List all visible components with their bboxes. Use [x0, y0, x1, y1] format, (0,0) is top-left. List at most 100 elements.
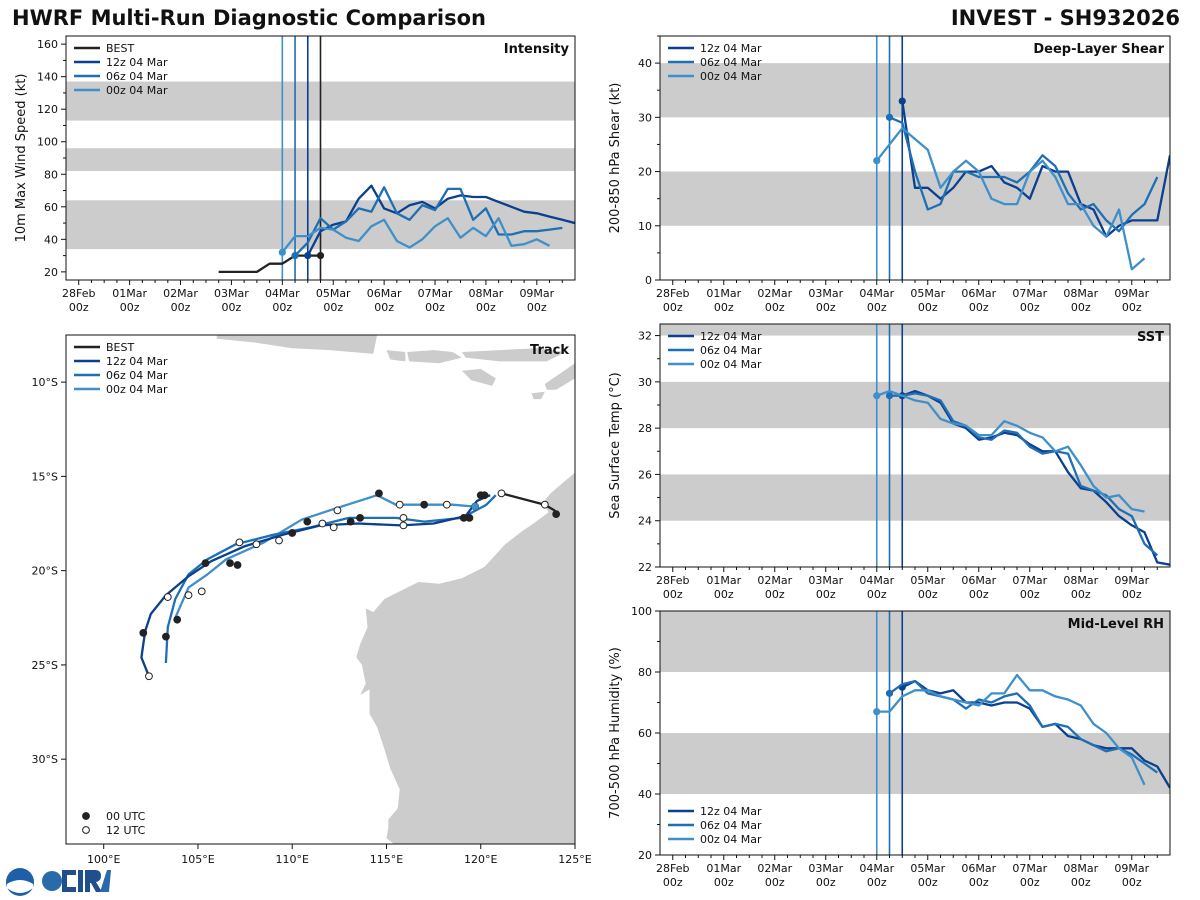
- lon-tick-label: 115°E: [370, 853, 403, 866]
- marker-legend-open: [82, 826, 90, 834]
- y-axis-label: 700-500 hPa Humidity (%): [608, 647, 623, 819]
- panel-track: 100°E 105°E 110°E 115°E 120°E 125°E 10°S 15°S 20…: [32, 334, 592, 866]
- x-tick-date: 09Mar: [1114, 574, 1149, 587]
- track-marker-best: [497, 489, 506, 498]
- track-marker-run06: [399, 513, 408, 522]
- series-line-run00: [876, 673, 1146, 786]
- threshold-band: [660, 63, 1170, 118]
- x-tick-date: 07Mar: [1012, 287, 1047, 300]
- series-line-run12: [901, 389, 1170, 566]
- x-tick-hour: 00z: [374, 301, 394, 314]
- series-end-marker-best: [316, 252, 325, 260]
- track-marker-run00: [395, 500, 404, 509]
- x-tick-hour: 00z: [222, 301, 242, 314]
- track-marker-run12: [201, 559, 210, 568]
- track-marker-run00: [235, 538, 244, 547]
- track-marker-run12: [288, 529, 297, 537]
- x-tick-date: 07Mar: [1012, 574, 1047, 587]
- x-tick-date: 07Mar: [418, 287, 453, 300]
- threshold-band: [660, 474, 1170, 521]
- legend-label-run12: 12z 04 Mar: [106, 355, 168, 368]
- legend-label-run00: 00z 04 Mar: [106, 383, 168, 396]
- x-tick-date: 05Mar: [910, 862, 945, 875]
- track-marker-run06: [476, 491, 485, 500]
- panel-intensity: 2040608010012014016028Feb00z01Mar00z02Ma…: [14, 35, 576, 314]
- plot-area: [660, 36, 1170, 280]
- x-tick-date: 03Mar: [808, 862, 843, 875]
- legend-label-run12: 12z 04 Mar: [700, 42, 762, 55]
- track-line-run12: [140, 494, 491, 677]
- marker-legend-filled: [82, 812, 90, 820]
- landmass-australia: [356, 472, 575, 844]
- series-line-run12: [306, 184, 575, 257]
- track-marker-run00: [173, 615, 182, 624]
- panel-title: Intensity: [504, 42, 570, 57]
- lon-tick-label: 100°E: [87, 853, 120, 866]
- lon-tick-label: 105°E: [181, 853, 214, 866]
- x-tick-date: 06Mar: [961, 862, 996, 875]
- track-marker-run00: [420, 500, 429, 509]
- x-tick-date: 08Mar: [1063, 287, 1098, 300]
- x-tick-date: 03Mar: [214, 287, 249, 300]
- track-marker-run12: [346, 517, 355, 526]
- track-marker-run00: [318, 519, 327, 528]
- x-tick-hour: 00z: [918, 588, 938, 601]
- x-tick-hour: 00z: [765, 588, 785, 601]
- plot-area: [660, 324, 1170, 567]
- x-tick-date: 04Mar: [859, 862, 894, 875]
- x-tick-date: 04Mar: [265, 287, 300, 300]
- x-tick-hour: 00z: [663, 876, 683, 889]
- landmass-island: [544, 363, 575, 390]
- y-tick-label: 24: [638, 515, 652, 528]
- x-tick-date: 08Mar: [469, 287, 504, 300]
- y-tick-label: 120: [37, 103, 58, 116]
- y-tick-label: 80: [44, 168, 58, 181]
- x-tick-date: 06Mar: [961, 287, 996, 300]
- x-tick-date: 07Mar: [1012, 862, 1047, 875]
- track-marker-run12: [163, 593, 172, 601]
- y-axis-label: 10m Max Wind Speed (kt): [14, 74, 29, 243]
- legend-label-run00: 00z 04 Mar: [700, 358, 762, 371]
- track-marker-run06: [162, 632, 170, 641]
- y-axis-label: Sea Surface Temp (°C): [608, 372, 623, 519]
- y-tick-label: 40: [638, 57, 652, 70]
- x-tick-date: 02Mar: [757, 862, 792, 875]
- y-tick-label: 30: [638, 376, 652, 389]
- x-tick-hour: 00z: [1020, 301, 1040, 314]
- x-tick-date: 05Mar: [910, 574, 945, 587]
- lat-tick-label: 25°S: [32, 659, 58, 672]
- x-tick-hour: 00z: [1071, 588, 1091, 601]
- track-marker-run06: [459, 513, 468, 522]
- legend-label-run06: 06z 04 Mar: [700, 819, 762, 832]
- marker-legend-label: 00 UTC: [106, 810, 146, 823]
- panel-title: SST: [1137, 330, 1164, 345]
- storm-id-title: INVEST - SH932026: [950, 6, 1180, 30]
- series-start-marker-run06: [885, 392, 894, 400]
- lat-tick-label: 15°S: [32, 470, 58, 483]
- panel-shear: 01020304028Feb00z01Mar00z02Mar00z03Mar00…: [608, 35, 1171, 314]
- y-tick-label: 26: [638, 468, 652, 481]
- series-start-marker-run00: [873, 392, 881, 400]
- panel-title: Mid-Level RH: [1068, 617, 1164, 632]
- x-tick-hour: 00z: [867, 588, 887, 601]
- legend-label-run12: 12z 04 Mar: [106, 56, 168, 69]
- series-line-run06: [888, 679, 1158, 774]
- x-tick-date: 28Feb: [656, 574, 689, 587]
- x-tick-hour: 00z: [663, 301, 683, 314]
- x-tick-date: 08Mar: [1063, 862, 1098, 875]
- y-tick-label: 40: [44, 233, 58, 246]
- x-tick-hour: 00z: [969, 588, 989, 601]
- landmass-island: [386, 350, 406, 362]
- lon-tick-label: 110°E: [275, 853, 308, 866]
- y-tick-label: 10: [638, 220, 652, 233]
- series-line-run06: [294, 186, 563, 257]
- lon-tick-label: 120°E: [464, 853, 497, 866]
- lat-tick-label: 20°S: [32, 565, 58, 578]
- y-tick-label: 30: [638, 111, 652, 124]
- x-tick-hour: 00z: [120, 301, 140, 314]
- panel-rh: 2040608010028Feb00z01Mar00z02Mar00z03Mar…: [608, 605, 1171, 889]
- x-tick-date: 01Mar: [112, 287, 147, 300]
- x-tick-hour: 00z: [1122, 588, 1142, 601]
- y-axis-label: 200-850 hPa Shear (kt): [608, 83, 623, 234]
